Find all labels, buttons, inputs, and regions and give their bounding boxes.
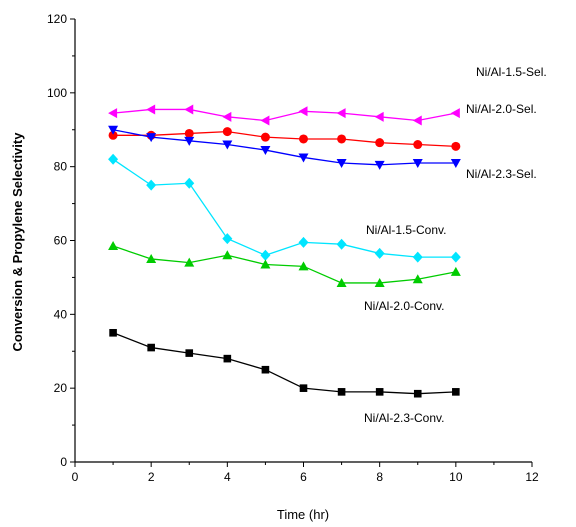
- data-point-diamond: [336, 238, 347, 250]
- data-point-triangle-up: [184, 257, 195, 267]
- data-point-square: [147, 343, 155, 352]
- series-line: [112, 332, 456, 395]
- series-label-ni-al-2-0-sel: Ni/Al-2.0-Sel.: [466, 102, 537, 116]
- x-tick-label: 6: [300, 470, 307, 484]
- series-ni-al-2-0-conv: [108, 241, 461, 287]
- x-tick-label: 8: [376, 470, 383, 484]
- series-ni-al-1-5-sel: [108, 104, 460, 126]
- data-point-circle: [337, 134, 347, 144]
- x-tick-label: 4: [224, 470, 231, 484]
- y-tick-label: 60: [54, 234, 68, 248]
- data-point-circle: [375, 138, 385, 148]
- data-point-triangle-up: [298, 261, 309, 271]
- series-label-ni-al-2-3-sel: Ni/Al-2.3-Sel.: [466, 167, 537, 181]
- data-point-square: [413, 389, 422, 398]
- data-point-triangle-left: [222, 111, 232, 122]
- data-point-diamond: [412, 251, 423, 263]
- series-ni-al-2-0-sel: [108, 127, 461, 151]
- series-line: [112, 245, 456, 284]
- data-point-triangle-down: [222, 140, 233, 150]
- data-point-diamond: [222, 233, 233, 245]
- data-point-triangle-up: [222, 250, 233, 260]
- series-ni-al-2-3-conv: [109, 328, 460, 398]
- x-tick-label: 0: [72, 470, 79, 484]
- data-point-triangle-left: [374, 111, 384, 122]
- x-axis-title: Time (hr): [277, 507, 329, 522]
- data-point-square: [185, 349, 194, 357]
- y-tick-label: 20: [54, 381, 68, 395]
- data-point-triangle-down: [260, 146, 271, 156]
- series-line: [112, 158, 456, 258]
- data-point-square: [223, 354, 232, 363]
- data-point-diamond: [374, 247, 385, 259]
- data-point-triangle-left: [450, 108, 460, 119]
- data-point-triangle-left: [146, 104, 156, 115]
- series-ni-al-1-5-conv: [108, 153, 461, 263]
- data-point-triangle-down: [412, 158, 423, 168]
- series-line: [113, 130, 456, 148]
- y-tick-label: 40: [54, 307, 68, 321]
- data-point-triangle-up: [374, 277, 385, 287]
- data-point-square: [337, 388, 346, 396]
- data-point-circle: [451, 141, 461, 151]
- data-point-triangle-up: [412, 274, 423, 284]
- x-tick-label: 2: [148, 470, 155, 484]
- data-point-triangle-up: [108, 241, 119, 251]
- data-point-diamond: [146, 179, 157, 191]
- data-point-triangle-down: [374, 160, 385, 170]
- y-ticks: 0 20 40 60 80 100 120: [47, 12, 75, 469]
- data-point-square: [375, 388, 384, 396]
- data-point-diamond: [184, 177, 195, 189]
- data-point-triangle-up: [260, 259, 271, 269]
- data-point-circle: [184, 128, 194, 138]
- y-tick-label: 120: [47, 12, 67, 26]
- data-point-diamond: [298, 236, 309, 248]
- data-point-diamond: [450, 251, 461, 263]
- data-point-square: [452, 388, 460, 396]
- data-point-triangle-left: [298, 106, 308, 117]
- data-point-triangle-up: [450, 266, 461, 276]
- x-tick-label: 10: [449, 470, 463, 484]
- series-line: [113, 108, 456, 122]
- data-point-triangle-up: [146, 253, 157, 263]
- data-point-circle: [222, 127, 232, 137]
- y-tick-label: 80: [54, 160, 68, 174]
- x-tick-label: 12: [525, 470, 539, 484]
- data-point-square: [261, 365, 270, 374]
- data-point-circle: [108, 130, 118, 140]
- data-point-triangle-down: [450, 158, 461, 168]
- series-label-ni-al-2-0-conv: Ni/Al-2.0-Conv.: [364, 299, 444, 313]
- y-axis-title: Conversion & Propylene Selectivity: [10, 132, 25, 352]
- data-point-triangle-left: [260, 115, 270, 126]
- data-point-circle: [299, 134, 308, 144]
- data-point-diamond: [260, 249, 271, 261]
- series-label-ni-al-1-5-sel: Ni/Al-1.5-Sel.: [476, 65, 547, 79]
- data-point-triangle-down: [336, 158, 347, 168]
- series-label-ni-al-1-5-conv: Ni/Al-1.5-Conv.: [366, 223, 446, 237]
- data-point-triangle-left: [336, 108, 346, 119]
- data-point-square: [109, 328, 117, 337]
- series-labels: Ni/Al-1.5-Sel. Ni/Al-2.0-Sel. Ni/Al-2.3-…: [364, 65, 547, 425]
- data-point-triangle-left: [412, 115, 422, 126]
- y-tick-label: 100: [47, 86, 67, 100]
- x-ticks: 0 2 4 6 8 10 12: [72, 462, 539, 484]
- data-point-triangle-down: [184, 136, 195, 146]
- data-point-circle: [413, 140, 423, 150]
- series-layer: [108, 104, 461, 398]
- data-point-triangle-left: [184, 104, 194, 115]
- data-point-triangle-down: [298, 153, 309, 163]
- series-ni-al-2-3-sel: [108, 125, 461, 170]
- series-line: [112, 129, 456, 166]
- y-tick-label: 0: [60, 455, 67, 469]
- data-point-triangle-up: [336, 277, 347, 287]
- data-point-circle: [260, 132, 270, 142]
- data-point-diamond: [108, 153, 119, 165]
- data-point-triangle-down: [146, 133, 157, 143]
- data-point-triangle-left: [108, 108, 118, 119]
- data-point-square: [299, 384, 308, 392]
- series-label-ni-al-2-3-conv: Ni/Al-2.3-Conv.: [364, 411, 444, 425]
- data-point-triangle-down: [108, 125, 119, 135]
